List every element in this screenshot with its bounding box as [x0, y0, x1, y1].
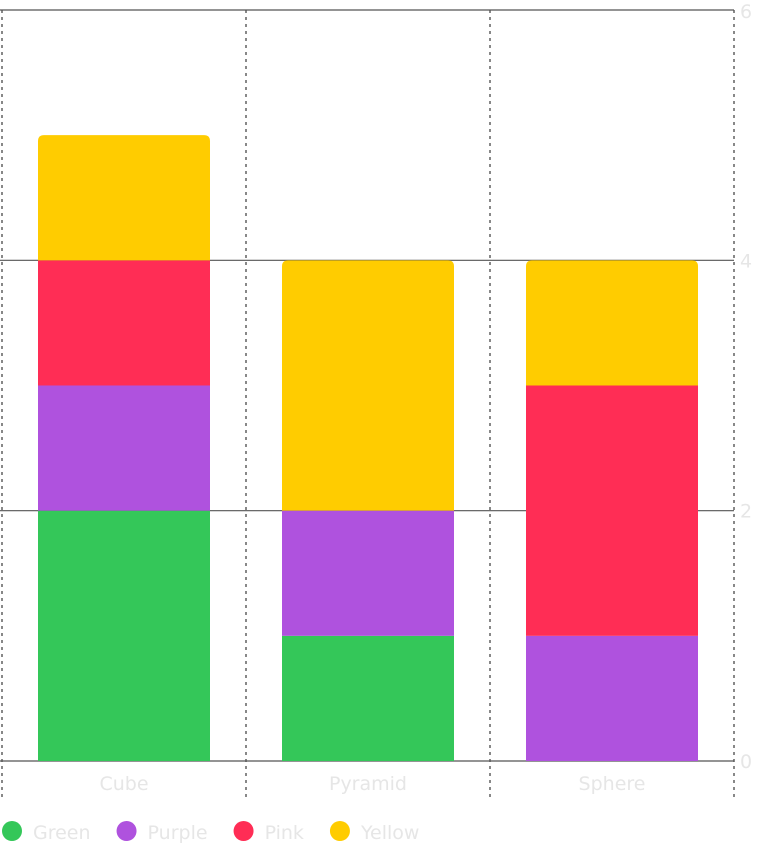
x-tick-label-sphere: Sphere — [579, 773, 646, 795]
legend-swatch-pink — [233, 821, 254, 841]
y-tick-label-2: 2 — [740, 501, 752, 523]
x-tick-label-cube: Cube — [99, 773, 148, 795]
legend-label-green: Green — [33, 822, 91, 844]
y-tick-label-6: 6 — [740, 1, 752, 23]
bar-sphere-purple — [526, 635, 698, 761]
bar-sphere-yellow — [526, 260, 698, 386]
bar-sphere-pink — [526, 385, 698, 636]
legend-label-purple: Purple — [148, 822, 208, 844]
bar-pyramid-purple — [282, 510, 454, 636]
bars — [38, 135, 698, 761]
legend-swatch-yellow — [329, 821, 350, 841]
legend-swatch-green — [2, 821, 22, 841]
bar-pyramid-yellow — [282, 260, 454, 511]
x-tick-label-pyramid: Pyramid — [329, 773, 407, 795]
y-tick-label-0: 0 — [740, 751, 752, 773]
bar-cube-yellow — [38, 135, 210, 261]
legend: Green Purple Pink Yellow — [2, 821, 419, 844]
bar-cube-green — [38, 510, 210, 761]
legend-swatch-purple — [116, 821, 137, 841]
bar-pyramid-green — [282, 635, 454, 761]
bar-cube-pink — [38, 260, 210, 386]
y-tick-label-4: 4 — [740, 250, 752, 272]
axes: 0 2 4 6 Cube Pyramid Sphere — [99, 1, 752, 795]
legend-label-yellow: Yellow — [360, 822, 420, 844]
bar-cube-purple — [38, 385, 210, 511]
legend-label-pink: Pink — [265, 822, 304, 844]
